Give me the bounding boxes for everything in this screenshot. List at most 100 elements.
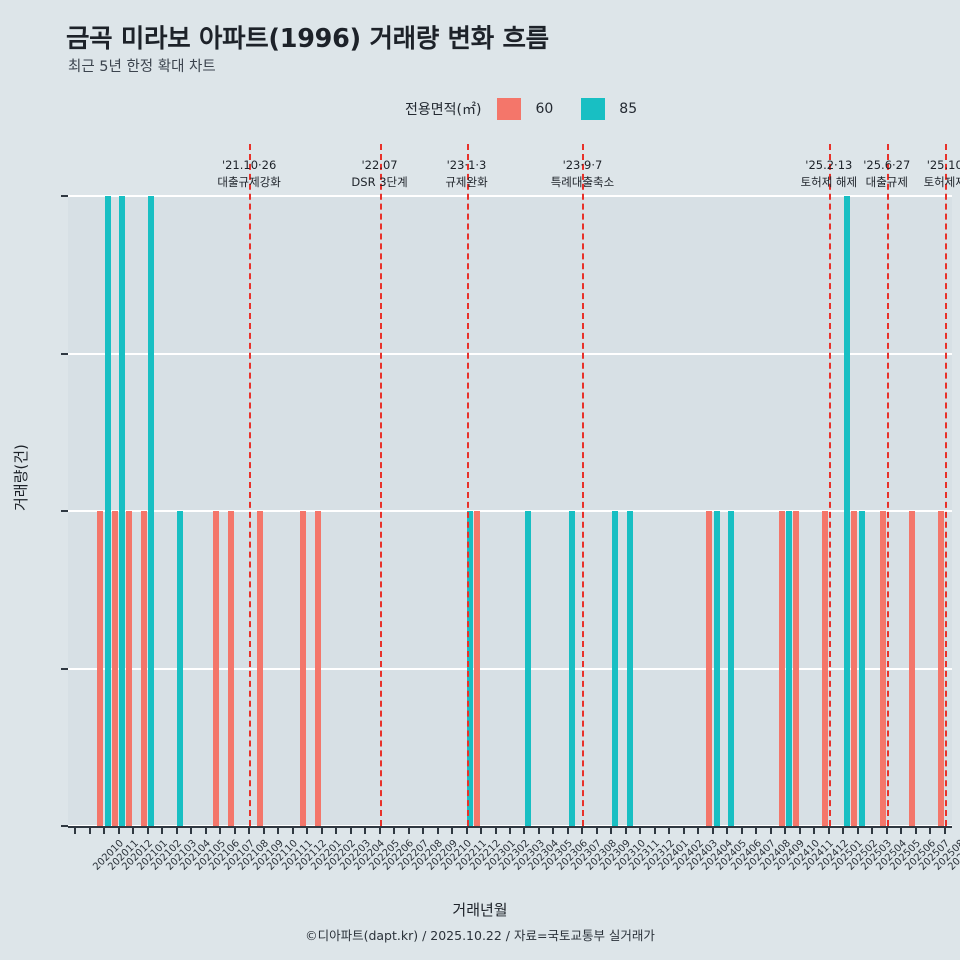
x-axis-tick-mark [306, 826, 309, 834]
bar[interactable] [568, 511, 575, 826]
y-axis-tick-mark [61, 352, 68, 355]
x-axis-tick-mark [914, 826, 917, 834]
bar[interactable] [525, 511, 532, 826]
x-axis-tick-mark [291, 826, 294, 834]
x-axis-tick-mark [204, 826, 207, 834]
x-axis-tick-mark [537, 826, 540, 834]
legend: 전용면적(㎡) 60 85 [405, 98, 665, 120]
x-axis-tick-mark [161, 826, 164, 834]
x-axis-tick-mark [407, 826, 410, 834]
x-axis-tick-mark [117, 826, 120, 834]
bar[interactable] [612, 511, 619, 826]
bar[interactable] [97, 511, 104, 826]
x-axis-tick-mark [769, 826, 772, 834]
x-axis-tick-mark [175, 826, 178, 834]
bar[interactable] [177, 511, 184, 826]
x-axis-tick-mark [378, 826, 381, 834]
event-line [249, 144, 252, 826]
bar[interactable] [467, 511, 474, 826]
bar[interactable] [938, 511, 944, 826]
bar[interactable] [858, 511, 865, 826]
plot-area [68, 144, 952, 827]
bar[interactable] [844, 196, 851, 826]
gridline [68, 510, 952, 512]
bar[interactable] [626, 511, 633, 826]
x-axis-tick-mark [726, 826, 729, 834]
y-axis-tick-mark [61, 195, 68, 197]
gridline [68, 352, 952, 355]
event-line [582, 144, 585, 826]
event-line [828, 144, 831, 826]
x-axis-tick-mark [668, 826, 671, 834]
x-axis-tick-mark [740, 826, 743, 834]
legend-swatch-60 [497, 98, 522, 120]
bar[interactable] [822, 511, 829, 826]
bar[interactable] [227, 511, 234, 826]
x-axis-tick-mark [132, 826, 135, 834]
x-axis-tick-mark [465, 826, 468, 834]
bar[interactable] [880, 511, 887, 826]
bar[interactable] [909, 511, 916, 826]
x-axis-tick-mark [943, 826, 946, 834]
event-line [886, 144, 889, 826]
x-axis-tick-mark [219, 826, 222, 834]
x-axis-tick-mark [697, 826, 700, 834]
x-axis-tick-mark [103, 826, 106, 834]
bar[interactable] [713, 511, 720, 826]
x-axis-tick-mark [827, 826, 830, 834]
bar[interactable] [728, 511, 735, 826]
bar[interactable] [851, 511, 858, 826]
bar[interactable] [778, 511, 785, 826]
y-axis-tick-mark [61, 510, 68, 512]
legend-item-60[interactable]: 60 [497, 98, 581, 120]
x-axis-tick-mark [451, 826, 454, 834]
footer-credit: ©디아파트(dapt.kr) / 2025.10.22 / 자료=국토교통부 실… [305, 928, 655, 943]
x-axis-tick-mark [624, 826, 627, 834]
x-axis-tick-mark [523, 826, 526, 834]
bar[interactable] [706, 511, 713, 826]
x-axis-tick-mark [784, 826, 787, 834]
legend-item-85[interactable]: 85 [581, 98, 665, 120]
event-annotation: '25.10 토허제재 [924, 157, 960, 191]
x-axis-tick-mark [190, 826, 193, 834]
bar[interactable] [140, 511, 147, 826]
bar[interactable] [126, 511, 133, 826]
gridline [68, 195, 952, 197]
bar[interactable] [111, 511, 118, 826]
x-axis-tick-mark [653, 826, 656, 834]
bar[interactable] [786, 511, 793, 826]
x-axis-tick-mark [335, 826, 338, 834]
event-line [379, 144, 382, 826]
bar[interactable] [104, 196, 111, 826]
x-axis-tick-mark [480, 826, 483, 834]
event-date: '25.10 [926, 158, 960, 172]
chart-title: 금곡 미라보 아파트(1996) 거래량 변화 흐름 [66, 24, 549, 54]
x-axis-tick-mark [248, 826, 251, 834]
bar[interactable] [256, 511, 263, 826]
x-axis-tick-mark [856, 826, 859, 834]
x-axis-tick-mark [595, 826, 598, 834]
x-axis-tick-mark [885, 826, 888, 834]
x-axis-tick-mark [233, 826, 236, 834]
bar[interactable] [119, 196, 126, 826]
bar[interactable] [474, 511, 481, 826]
x-axis-tick-mark [581, 826, 584, 834]
bar[interactable] [300, 511, 307, 826]
x-axis-title: 거래년월 [452, 901, 508, 919]
bar[interactable] [793, 511, 800, 826]
x-axis-tick-mark [682, 826, 685, 834]
bar[interactable] [314, 511, 321, 826]
x-axis-tick-mark [262, 826, 265, 834]
x-axis-tick-mark [552, 826, 555, 834]
x-axis-tick-mark [871, 826, 874, 834]
x-axis-tick-mark [494, 826, 497, 834]
bar[interactable] [148, 196, 155, 826]
bar[interactable] [213, 511, 220, 826]
legend-label-60: 60 [535, 101, 554, 117]
x-axis-tick-mark [277, 826, 280, 834]
gridline [68, 667, 952, 670]
event-label: 토허제재 [923, 175, 960, 189]
x-axis-tick-mark [798, 826, 801, 834]
x-axis-tick-mark [422, 826, 425, 834]
x-axis-tick-mark [755, 826, 758, 834]
